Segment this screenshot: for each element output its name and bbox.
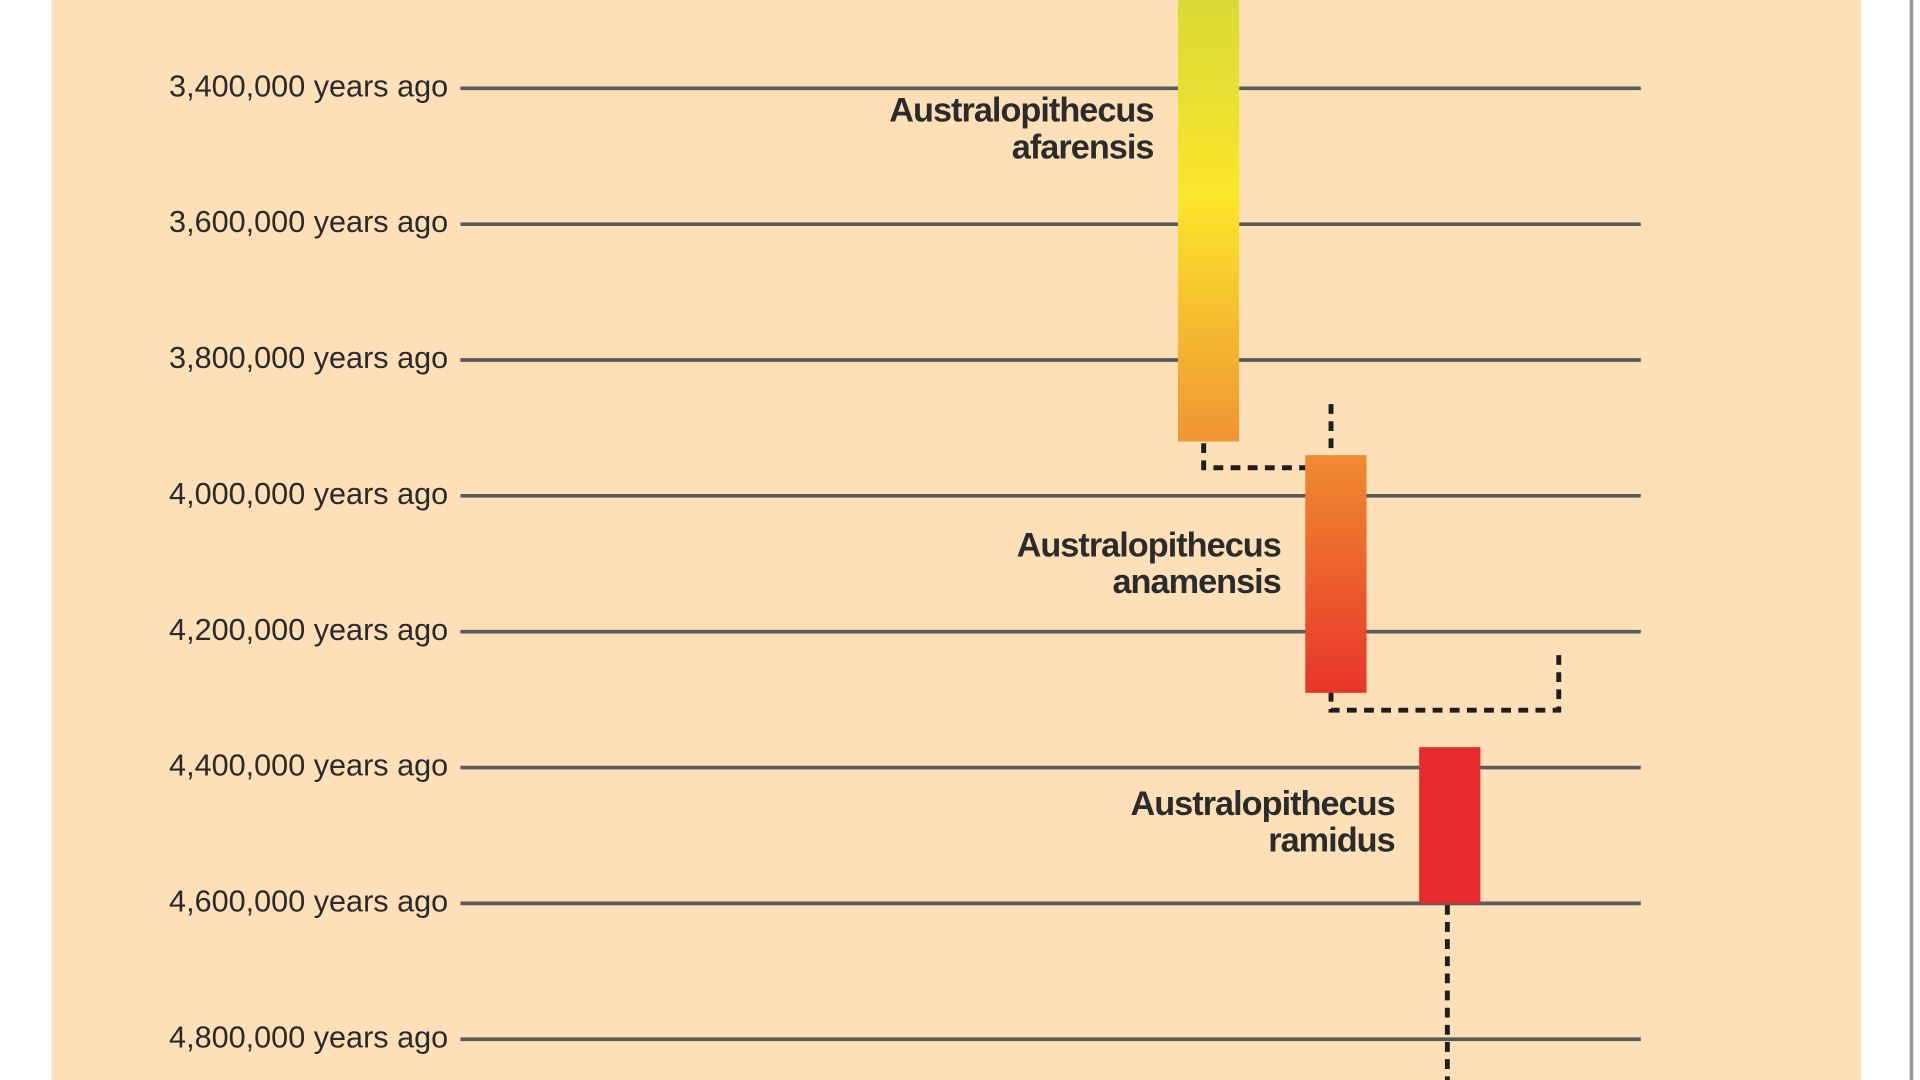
connector (1328, 652, 1562, 713)
y-tick-label: 3,400,000 years ago (169, 69, 448, 103)
y-tick-label: 4,800,000 years ago (169, 1020, 448, 1054)
species-label: Australopithecus (1130, 785, 1394, 823)
species-label: Australopithecus (1017, 526, 1281, 564)
panel (51, 0, 1862, 1080)
species-label: anamensis (1112, 563, 1280, 601)
species-label: Australopithecus (889, 92, 1153, 130)
y-tick-label: 4,400,000 years ago (169, 749, 448, 783)
y-tick-label: 4,600,000 years ago (169, 884, 448, 918)
y-tick-label: 4,000,000 years ago (169, 477, 448, 511)
range-bar (1419, 747, 1481, 904)
y-tick-label: 4,200,000 years ago (169, 613, 448, 647)
species-label: afarensis (1012, 128, 1154, 166)
y-tick-label: 3,800,000 years ago (169, 341, 448, 375)
range-bar (1177, 0, 1240, 442)
species-label: ramidus (1268, 822, 1394, 860)
connector (1201, 443, 1306, 471)
y-tick-label: 3,600,000 years ago (169, 205, 448, 239)
range-bar (1305, 455, 1367, 693)
